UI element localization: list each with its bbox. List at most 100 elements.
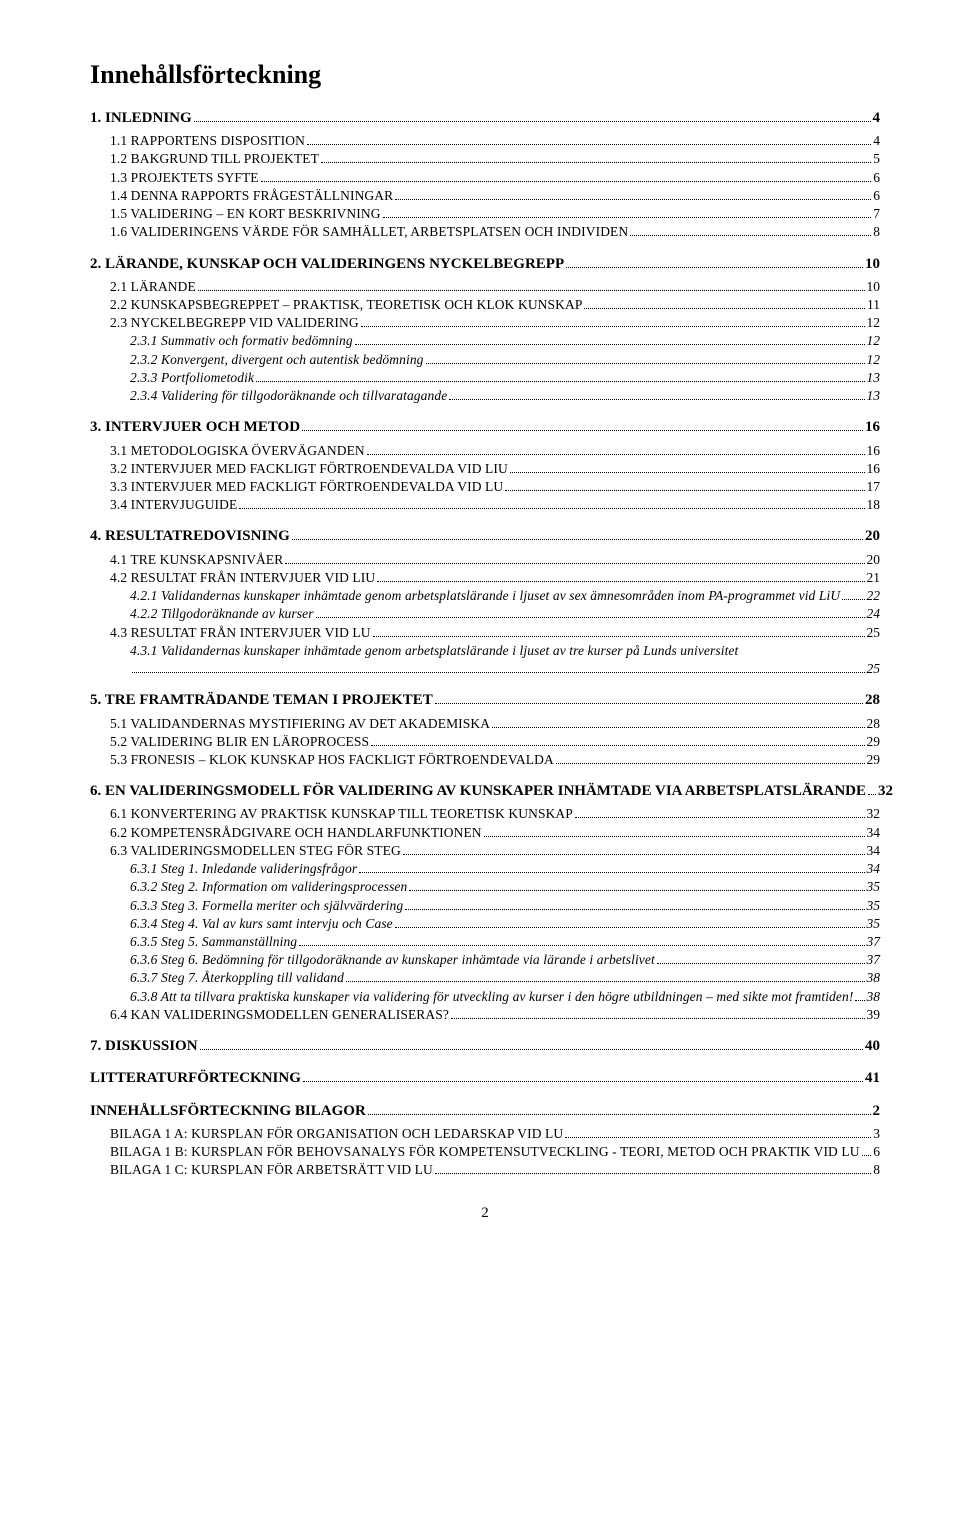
toc-entry: 6.3.8 Att ta tillvara praktiska kunskape… [90, 988, 880, 1006]
toc-label: 6.3.3 Steg 3. Formella meriter och själv… [130, 897, 403, 915]
toc-page: 10 [865, 254, 880, 274]
toc-page: 28 [867, 715, 881, 733]
toc-leader-dots [435, 703, 863, 704]
toc-page: 4 [873, 108, 881, 128]
toc-page: 37 [867, 951, 881, 969]
toc-label: 6.3 VALIDERINGSMODELLEN STEG FÖR STEG [110, 842, 401, 860]
page-number: 2 [90, 1205, 880, 1222]
toc-entry: 1.6 VALIDERINGENS VÄRDE FÖR SAMHÄLLET, A… [90, 223, 880, 241]
toc-page: 13 [867, 369, 881, 387]
toc-entry: 2.3.1 Summativ och formativ bedömning 12 [90, 332, 880, 350]
toc-entry: 6.3 VALIDERINGSMODELLEN STEG FÖR STEG 34 [90, 842, 880, 860]
toc-entry: 2.3.4 Validering för tillgodoräknande oc… [90, 387, 880, 405]
toc-entry: 6.3.2 Steg 2. Information om validerings… [90, 878, 880, 896]
toc-entry: 4.3.1 Validandernas kunskaper inhämtade … [90, 642, 880, 660]
toc-leader-dots [510, 472, 865, 473]
toc-label: 6. EN VALIDERINGSMODELL FÖR VALIDERING A… [90, 781, 866, 801]
toc-page: 21 [867, 569, 881, 587]
toc-page: 16 [867, 460, 881, 478]
toc-page: 35 [867, 878, 881, 896]
toc-leader-dots [395, 199, 871, 200]
toc-page: 16 [867, 442, 881, 460]
toc-page: 7 [873, 205, 880, 223]
toc-entry: 4.1 TRE KUNSKAPSNIVÅER20 [90, 551, 880, 569]
toc-label: 3.2 INTERVJUER MED FACKLIGT FÖRTROENDEVA… [110, 460, 508, 478]
toc-page: 12 [867, 332, 881, 350]
toc-page: 20 [867, 551, 881, 569]
toc-entry: 4.2.1 Validandernas kunskaper inhämtade … [90, 587, 880, 605]
toc-label: 1.4 DENNA RAPPORTS FRÅGESTÄLLNINGAR [110, 187, 393, 205]
toc-label: 3.3 INTERVJUER MED FACKLIGT FÖRTROENDEVA… [110, 478, 503, 496]
toc-label: 6.3.6 Steg 6. Bedömning för tillgodoräkn… [130, 951, 655, 969]
toc-entry: INNEHÅLLSFÖRTECKNING BILAGOR2 [90, 1101, 880, 1121]
toc-entry: 2.2 KUNSKAPSBEGREPPET – PRAKTISK, TEORET… [90, 296, 880, 314]
toc-leader-dots [316, 617, 865, 618]
toc-label: 1.5 VALIDERING – EN KORT BESKRIVNING [110, 205, 381, 223]
toc-leader-dots [395, 927, 865, 928]
toc-entry: 3. INTERVJUER OCH METOD16 [90, 417, 880, 437]
toc-label: 2.3 NYCKELBEGREPP VID VALIDERING [110, 314, 359, 332]
toc-leader-dots [405, 909, 864, 910]
toc-entry: 5.2 VALIDERING BLIR EN LÄROPROCESS29 [90, 733, 880, 751]
toc-page: 28 [865, 690, 880, 710]
toc-page: 32 [878, 781, 893, 801]
toc-label: 2. LÄRANDE, KUNSKAP OCH VALIDERINGENS NY… [90, 254, 564, 274]
toc-entry: 4.3 RESULTAT FRÅN INTERVJUER VID LU25 [90, 624, 880, 642]
toc-label: 1.1 RAPPORTENS DISPOSITION [110, 132, 305, 150]
toc-leader-dots [403, 854, 865, 855]
toc-page: 37 [867, 933, 881, 951]
toc-label: 3. INTERVJUER OCH METOD [90, 417, 300, 437]
toc-leader-dots [566, 267, 863, 268]
toc-entry: 2. LÄRANDE, KUNSKAP OCH VALIDERINGENS NY… [90, 254, 880, 274]
toc-label: 3.1 METODOLOGISKA ÖVERVÄGANDEN [110, 442, 365, 460]
toc-page: 17 [867, 478, 881, 496]
toc-label: 2.3.1 Summativ och formativ bedömning [130, 332, 353, 350]
toc-leader-dots [302, 430, 863, 431]
toc-leader-dots [575, 817, 865, 818]
toc-leader-dots [451, 1018, 865, 1019]
toc-page: 22 [867, 587, 881, 605]
toc-entry: 4.2.2 Tillgodoräknande av kurser24 [90, 605, 880, 623]
toc-page: 11 [867, 296, 880, 314]
toc-entry: 2.3 NYCKELBEGREPP VID VALIDERING12 [90, 314, 880, 332]
toc-entry: 7. DISKUSSION40 [90, 1036, 880, 1056]
toc-entry: BILAGA 1 C: KURSPLAN FÖR ARBETSRÄTT VID … [90, 1161, 880, 1179]
toc-leader-dots [855, 1000, 864, 1001]
toc-page: 6 [873, 169, 880, 187]
toc-entry: 6.3.3 Steg 3. Formella meriter och själv… [90, 897, 880, 915]
toc-page: 38 [867, 969, 881, 987]
toc-label: 4.2 RESULTAT FRÅN INTERVJUER VID LIU [110, 569, 375, 587]
toc-label: 1.6 VALIDERINGENS VÄRDE FÖR SAMHÄLLET, A… [110, 223, 628, 241]
toc-page: 8 [873, 1161, 880, 1179]
toc-leader-dots [285, 563, 864, 564]
toc-entry: 5.1 VALIDANDERNAS MYSTIFIERING AV DET AK… [90, 715, 880, 733]
toc-label: 6.3.2 Steg 2. Information om validerings… [130, 878, 407, 896]
toc-page: 10 [867, 278, 881, 296]
toc-page: 2 [873, 1101, 881, 1121]
toc-page: 32 [867, 805, 881, 823]
toc-label: 2.3.2 Konvergent, divergent och autentis… [130, 351, 424, 369]
toc-entry: BILAGA 1 B: KURSPLAN FÖR BEHOVSANALYS FÖ… [90, 1143, 880, 1161]
toc-leader-dots [435, 1173, 871, 1174]
toc-leader-dots [409, 890, 864, 891]
toc-leader-dots [565, 1137, 871, 1138]
toc-label: 1.3 PROJEKTETS SYFTE [110, 169, 259, 187]
toc-leader-dots [505, 490, 864, 491]
toc-label: 6.3.8 Att ta tillvara praktiska kunskape… [130, 988, 853, 1006]
toc-leader-dots [556, 763, 865, 764]
toc-leader-dots [368, 1114, 871, 1115]
toc-page: 24 [867, 605, 881, 623]
toc-leader-dots [346, 981, 865, 982]
toc-label: BILAGA 1 A: KURSPLAN FÖR ORGANISATION OC… [110, 1125, 563, 1143]
toc-entry: 1. INLEDNING4 [90, 108, 880, 128]
toc-page: 6 [873, 1143, 880, 1161]
toc-leader-dots [449, 399, 864, 400]
toc-label: 4. RESULTATREDOVISNING [90, 526, 290, 546]
toc-label: 4.3.1 Validandernas kunskaper inhämtade … [130, 642, 738, 660]
toc-label: 2.1 LÄRANDE [110, 278, 196, 296]
toc-label: 3.4 INTERVJUGUIDE [110, 496, 237, 514]
toc-page: 6 [873, 187, 880, 205]
toc-entry: 3.1 METODOLOGISKA ÖVERVÄGANDEN 16 [90, 442, 880, 460]
toc-page: 34 [867, 860, 881, 878]
toc-page: 34 [867, 842, 881, 860]
